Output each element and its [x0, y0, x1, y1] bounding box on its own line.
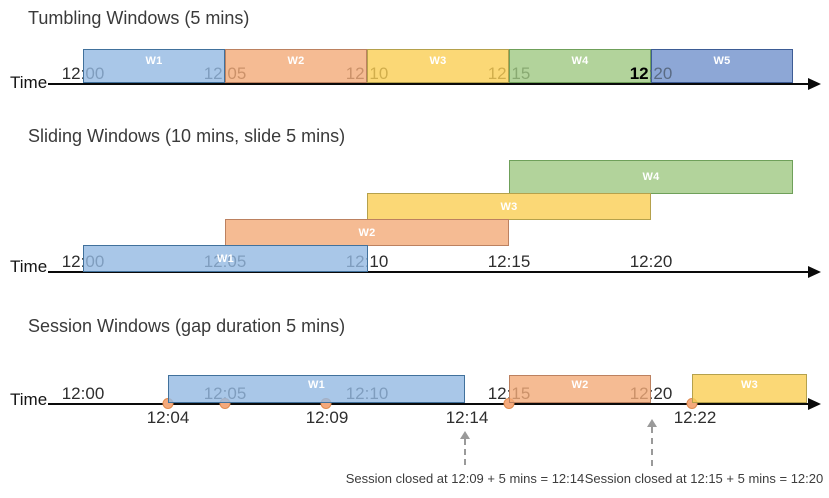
- session-window-w2-label: W2: [571, 379, 589, 391]
- tumbling-tick-1220: 12:20: [630, 65, 673, 83]
- session-close-arrow-1214-icon: [460, 431, 470, 465]
- sliding-window-w1-label: W1: [216, 252, 235, 265]
- session-closed-note-1214: Session closed at 12:09 + 5 mins = 12:14: [345, 471, 585, 486]
- tumbling-window-w4: W4: [509, 49, 651, 83]
- event-label-1204: 12:04: [146, 408, 190, 427]
- sliding-tick-1220: 12:20: [629, 252, 673, 271]
- tumbling-window-w1: W1: [83, 49, 225, 83]
- sliding-window-w3: W3: [367, 193, 651, 220]
- tumbling-tick-1220-minutes: :20: [648, 64, 673, 83]
- event-label-1214: 12:14: [445, 408, 489, 427]
- sliding-time-label: Time: [10, 257, 48, 276]
- sliding-time-axis: [48, 271, 810, 273]
- session-window-w3: W3: [692, 374, 807, 403]
- sliding-section-title: Sliding Windows (10 mins, slide 5 mins): [28, 126, 346, 146]
- tumbling-tick-1220-hour: 12: [629, 64, 649, 83]
- sliding-window-w2: W2: [225, 219, 509, 246]
- tumbling-time-label: Time: [10, 73, 48, 92]
- session-section-title: Session Windows (gap duration 5 mins): [28, 316, 346, 336]
- session-close-arrow-1220-icon: [647, 419, 657, 466]
- session-tick-1200: 12:00: [61, 384, 105, 403]
- session-window-w2: W2: [509, 375, 651, 403]
- tumbling-axis-arrowhead-icon: [808, 78, 821, 90]
- arrow-dashed-stem: [651, 427, 653, 466]
- sliding-axis-arrowhead-icon: [808, 266, 821, 278]
- session-time-label: Time: [10, 390, 48, 409]
- tumbling-window-w5: W5: [651, 49, 793, 83]
- sliding-tick-1215: 12:15: [487, 252, 531, 271]
- session-closed-note-1220: Session closed at 12:15 + 5 mins = 12:20: [584, 471, 824, 486]
- event-label-1209: 12:09: [305, 408, 349, 427]
- tumbling-window-w3-label: W3: [429, 55, 447, 67]
- session-window-w1-label: W1: [307, 379, 326, 391]
- sliding-window-w4-label: W4: [642, 171, 660, 183]
- arrow-up-head-icon: [460, 431, 470, 439]
- arrow-dashed-stem: [464, 439, 466, 465]
- arrow-up-head-icon: [647, 419, 657, 427]
- sliding-window-w3-label: W3: [500, 200, 518, 213]
- tumbling-window-w2: W2: [225, 49, 367, 83]
- tumbling-window-w4-label: W4: [571, 55, 589, 67]
- session-window-w1: W1: [168, 375, 465, 403]
- sliding-window-w1: W1: [83, 245, 368, 272]
- tumbling-window-w5-label: W5: [713, 55, 731, 67]
- tumbling-window-w1-label: W1: [145, 55, 163, 67]
- tumbling-window-w2-label: W2: [287, 55, 305, 67]
- session-window-w3-label: W3: [740, 378, 759, 391]
- tumbling-window-w3: W3: [367, 49, 509, 83]
- tumbling-time-axis: [48, 83, 810, 85]
- session-time-axis: [48, 403, 810, 405]
- sliding-window-w2-label: W2: [358, 226, 376, 239]
- session-axis-arrowhead-icon: [808, 398, 821, 410]
- tumbling-section-title: Tumbling Windows (5 mins): [28, 8, 250, 28]
- event-label-1222: 12:22: [673, 408, 717, 427]
- sliding-window-w4: W4: [509, 160, 793, 194]
